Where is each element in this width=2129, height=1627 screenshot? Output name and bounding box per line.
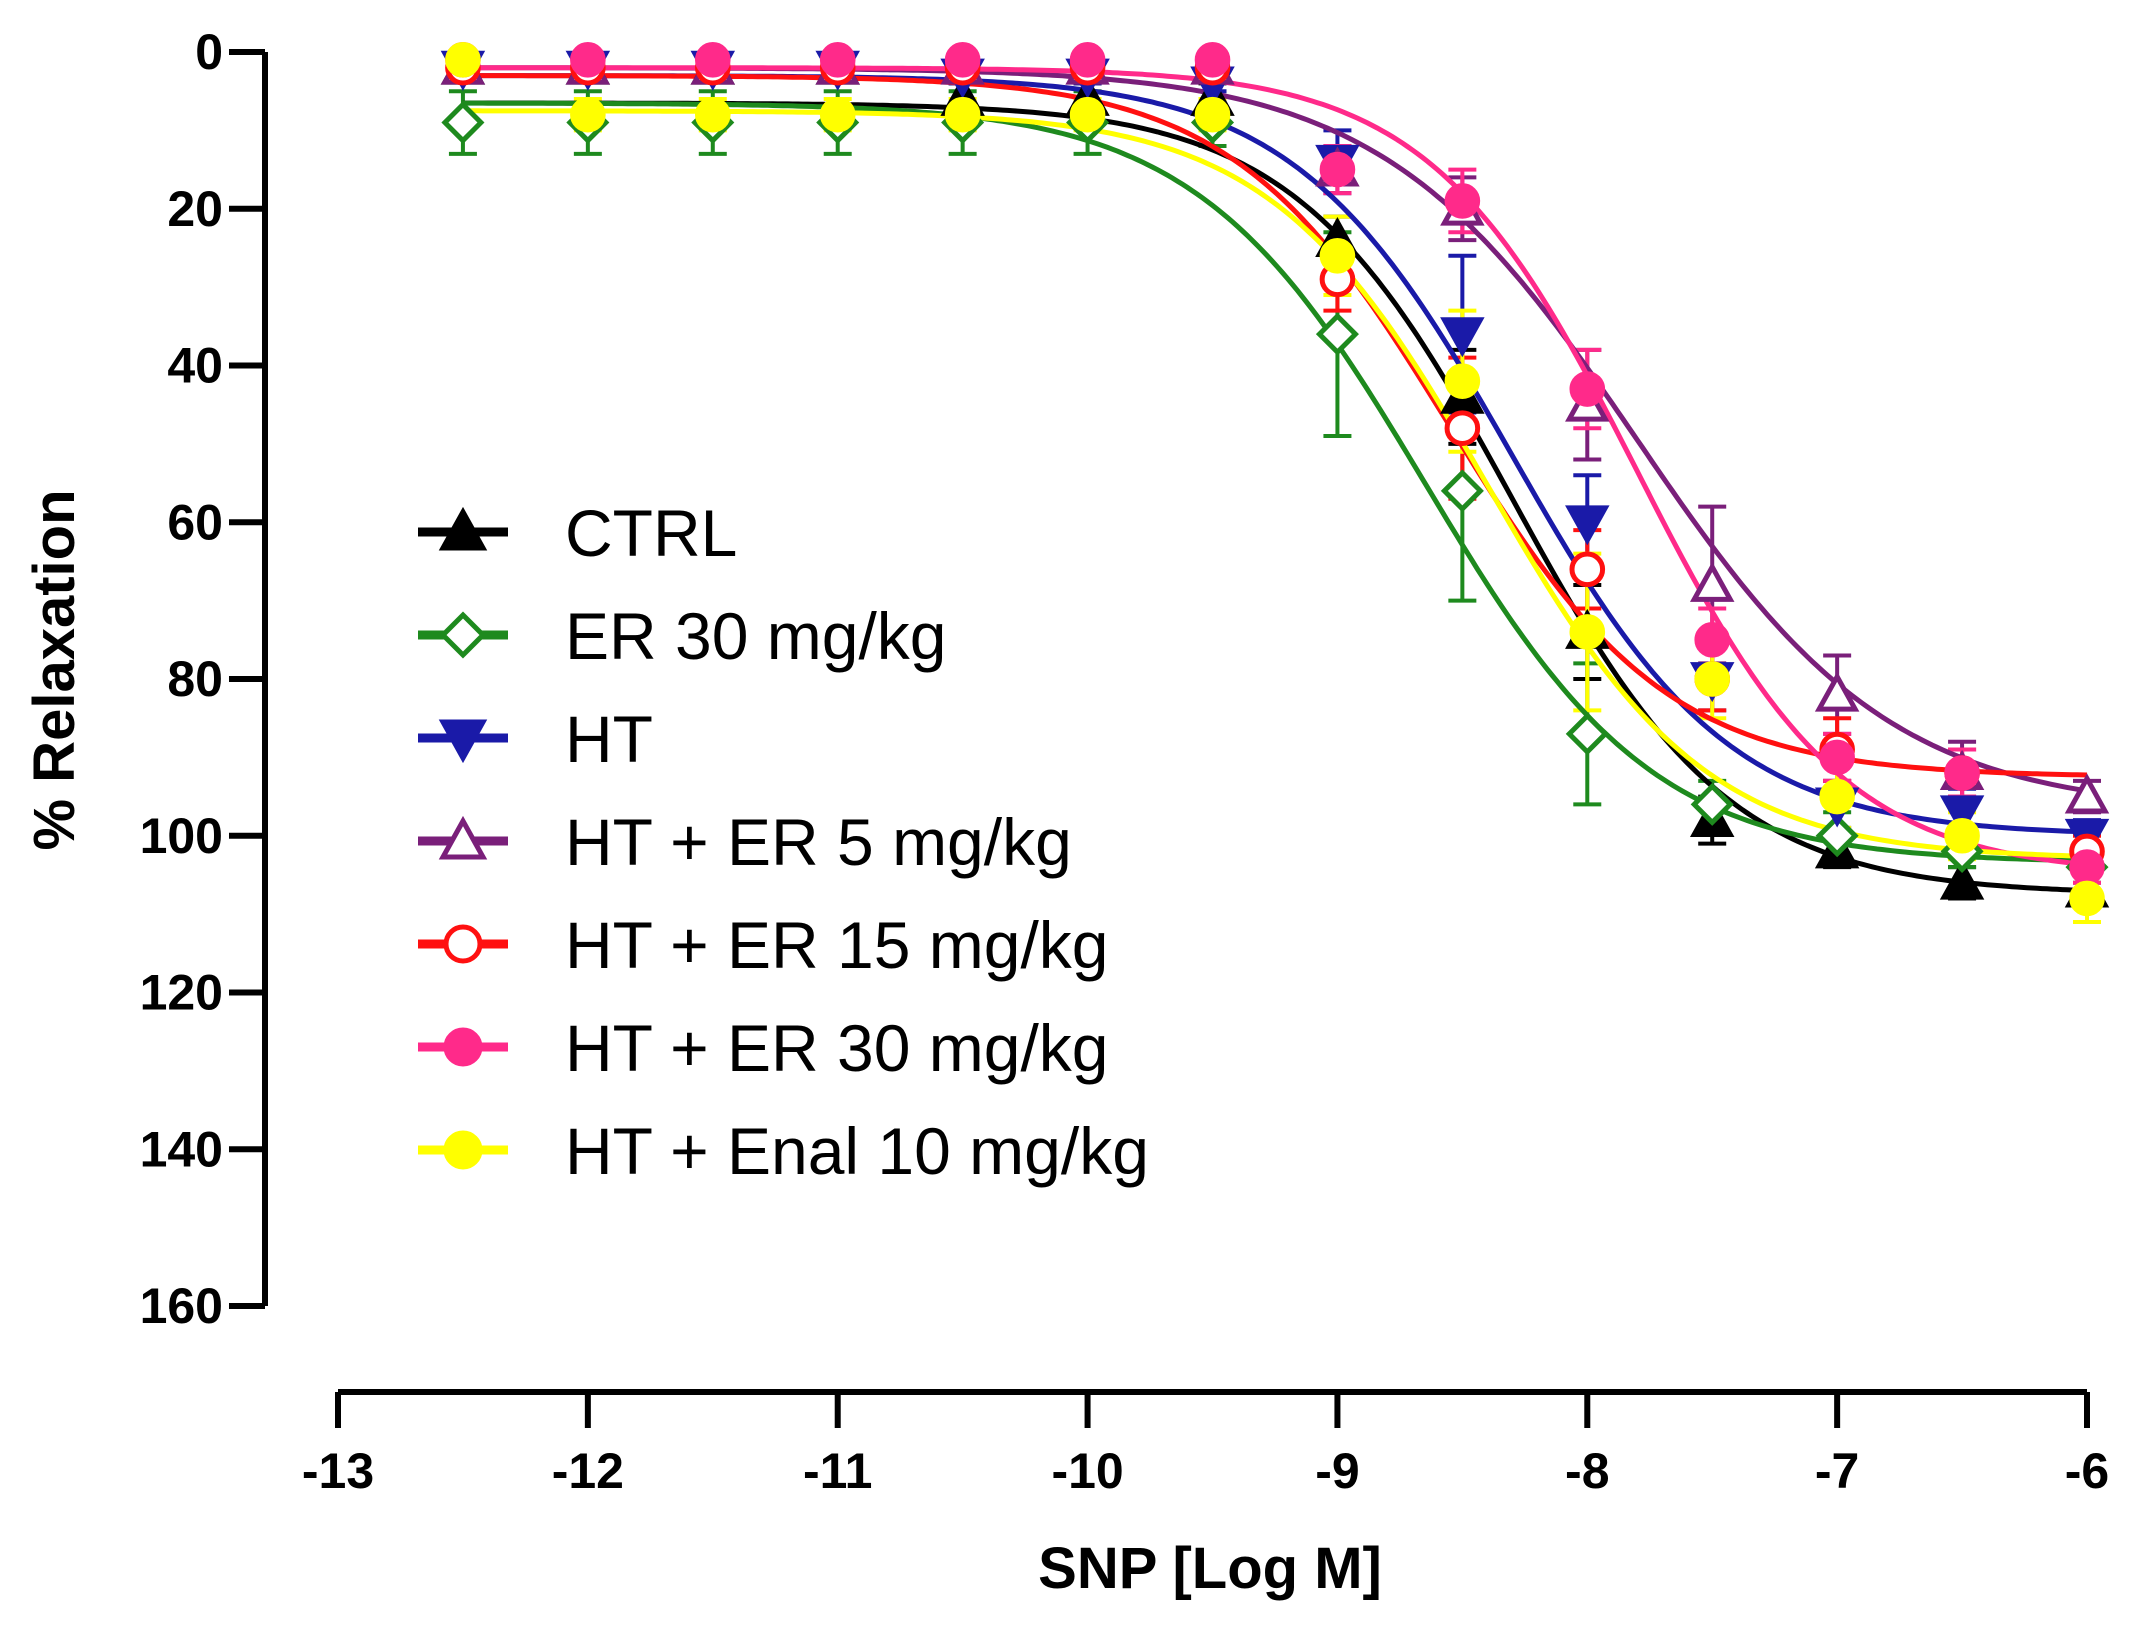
x-tick-label: -11: [803, 1443, 873, 1499]
point-ht-er-30-mg-kg: [1319, 151, 1356, 188]
point-ctrl: [1939, 859, 1985, 900]
point-ht: [1939, 795, 1985, 836]
point-ht-er-30-mg-kg: [1944, 755, 1980, 791]
point-ht-er-30-mg-kg: [1569, 371, 1606, 407]
legend-label-ht-er-15-mg-kg: HT + ER 15 mg/kg: [565, 908, 1109, 982]
point-ht-er-5-mg-kg: [2064, 773, 2110, 814]
x-tick-label: -8: [1565, 1443, 1609, 1499]
point-ht-er-5-mg-kg: [1814, 671, 1860, 712]
point-ht-er-15-mg-kg: [1569, 551, 1606, 588]
point-ht-enal-10-mg-kg: [2069, 880, 2105, 917]
legend-label-er-30-mg-kg: ER 30 mg/kg: [565, 599, 947, 673]
axes: 0 20 40 60 80 100 120 140 160 -13 -12 -11 -10 -9 -8 -7 -…: [140, 24, 2110, 1499]
y-tick-label: 40: [167, 338, 223, 394]
point-ht-er-30-mg-kg: [1194, 42, 1231, 78]
legend-marker-ht-er-30-mg-kg: [443, 1027, 483, 1067]
point-ht-enal-10-mg-kg: [445, 42, 481, 78]
legend-marker-ht-er-15-mg-kg: [443, 924, 483, 964]
y-tick-label: 160: [140, 1278, 223, 1334]
point-ht-enal-10-mg-kg: [1819, 778, 1855, 815]
curve-er-30-mg-kg: [462, 100, 2088, 864]
point-er-30-mg-kg: [1565, 712, 1609, 756]
point-ht-er-30-mg-kg: [570, 42, 606, 78]
y-axis-title: % Relaxation: [22, 490, 87, 851]
x-axis-title: SNP [Log M]: [1038, 1536, 1382, 1601]
point-er-30-mg-kg: [1315, 312, 1359, 356]
point-ht-enal-10-mg-kg: [694, 96, 731, 133]
point-ht-er-5-mg-kg: [1689, 561, 1735, 602]
x-tick-label: -6: [2065, 1443, 2109, 1499]
point-ht-er-30-mg-kg: [1819, 739, 1855, 776]
y-tick-label: 100: [140, 808, 223, 864]
point-ht-enal-10-mg-kg: [1319, 237, 1356, 274]
y-tick-label: 80: [167, 651, 223, 707]
point-er-30-mg-kg: [1440, 469, 1484, 513]
y-tick-label: 20: [167, 181, 223, 237]
y-tick-label: 140: [140, 1121, 223, 1177]
y-tick-label: 120: [140, 965, 223, 1021]
point-ht-enal-10-mg-kg: [1444, 363, 1481, 399]
legend-label-ht: HT: [565, 702, 653, 776]
x-tick-label: -10: [1051, 1443, 1123, 1499]
point-ht-enal-10-mg-kg: [570, 96, 606, 133]
legend-marker-ht: [438, 719, 488, 764]
point-ht-enal-10-mg-kg: [1569, 614, 1606, 650]
x-tick-label: -9: [1315, 1443, 1359, 1499]
y-tick-label: 60: [167, 494, 223, 550]
point-er-30-mg-kg: [441, 101, 485, 145]
y-tick-label: 0: [195, 24, 223, 80]
point-ht-enal-10-mg-kg: [1069, 96, 1106, 133]
legend-marker-ctrl: [438, 506, 488, 551]
legend-label-ht-er-30-mg-kg: HT + ER 30 mg/kg: [565, 1011, 1109, 1085]
point-er-30-mg-kg: [1690, 782, 1734, 826]
legend-marker-ht-er-5-mg-kg: [438, 815, 488, 860]
point-ht-er-30-mg-kg: [2069, 849, 2105, 885]
x-tick-label: -7: [1815, 1443, 1859, 1499]
legend: CTRL ER 30 mg/kg HT HT + ER 5 mg/kg HT + ER …: [418, 496, 1149, 1188]
point-ht-er-30-mg-kg: [1444, 183, 1481, 219]
point-ht-enal-10-mg-kg: [819, 96, 856, 133]
point-ht: [1440, 317, 1485, 358]
point-ht-er-30-mg-kg: [819, 42, 856, 78]
point-ht-er-30-mg-kg: [1694, 622, 1731, 658]
point-ht-er-30-mg-kg: [944, 42, 981, 78]
legend-marker-er-30-mg-kg: [439, 611, 487, 659]
x-tick-label: -12: [552, 1443, 624, 1499]
point-er-30-mg-kg: [1815, 814, 1859, 858]
legend-label-ht-er-5-mg-kg: HT + ER 5 mg/kg: [565, 805, 1072, 879]
point-ht-er-30-mg-kg: [694, 42, 731, 78]
legend-marker-ht-enal-10-mg-kg: [443, 1130, 483, 1170]
fit-curves: [462, 65, 2088, 894]
curve-ht-enal-10-mg-kg: [462, 108, 2088, 859]
curve-ht-er-30-mg-kg: [462, 65, 2088, 868]
legend-label-ctrl: CTRL: [565, 496, 737, 570]
point-ht: [1565, 505, 1610, 546]
data-markers: [440, 42, 2110, 917]
point-ht-enal-10-mg-kg: [1694, 661, 1731, 697]
point-ht-enal-10-mg-kg: [944, 96, 981, 133]
point-ht-enal-10-mg-kg: [1194, 96, 1231, 133]
point-ht-enal-10-mg-kg: [1944, 817, 1980, 854]
point-ht-er-15-mg-kg: [1444, 410, 1481, 447]
legend-label-ht-enal-10-mg-kg: HT + Enal 10 mg/kg: [565, 1114, 1149, 1188]
x-tick-label: -13: [302, 1443, 374, 1499]
curve-ht-er-5-mg-kg: [462, 65, 2088, 794]
point-ht-er-30-mg-kg: [1069, 42, 1106, 78]
